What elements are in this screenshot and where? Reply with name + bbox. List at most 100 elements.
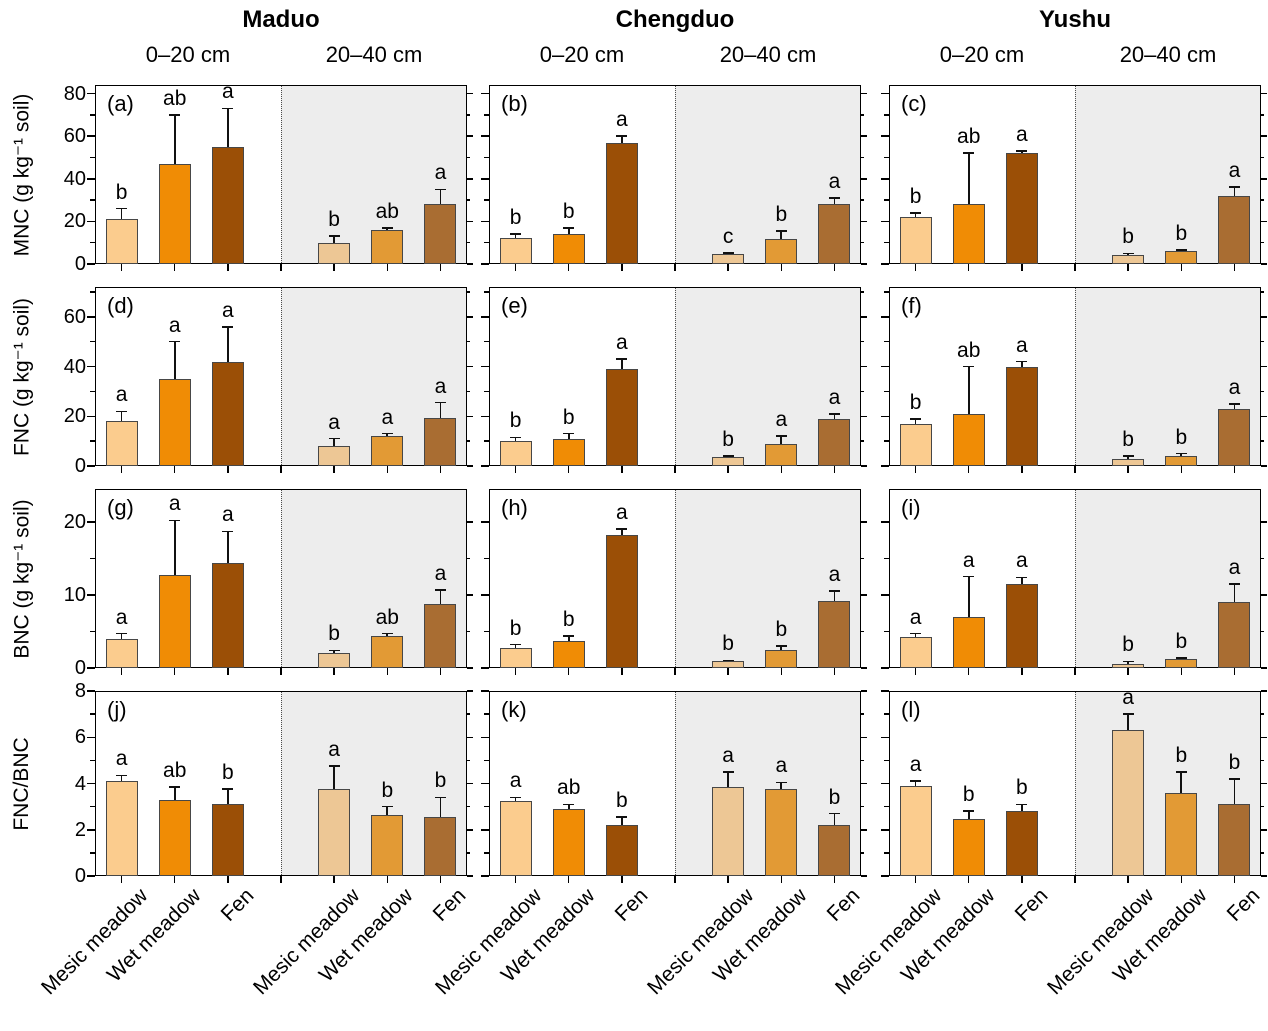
bar <box>552 234 585 264</box>
error-bar-cap <box>169 114 181 116</box>
significance-letter: ab <box>957 338 981 362</box>
error-bar-cap <box>563 803 575 806</box>
error-bar <box>1127 714 1129 731</box>
significance-letter: a <box>616 108 628 132</box>
error-bar-cap <box>563 226 575 229</box>
error-bar-cap <box>910 632 922 635</box>
bar <box>105 638 138 668</box>
y-tick-mark <box>881 736 889 738</box>
y-tick-mark <box>881 829 889 831</box>
y-tick-mark <box>884 805 889 808</box>
y-tick-mark <box>881 465 889 467</box>
error-bar-cap <box>328 649 340 652</box>
x-tick-mark <box>1233 668 1236 675</box>
x-tick-mark <box>1021 264 1023 271</box>
y-tick-mark <box>467 263 473 265</box>
bar <box>1112 458 1145 466</box>
x-tick-mark <box>914 668 917 675</box>
x-tick-mark <box>1127 668 1129 675</box>
bar <box>712 661 745 668</box>
error-bar <box>439 189 442 205</box>
bar <box>952 819 985 876</box>
y-tick-mark <box>1261 782 1267 785</box>
error-bar-cap <box>222 530 234 533</box>
significance-letter: a <box>1016 333 1028 357</box>
bar <box>318 446 351 466</box>
y-tick-mark <box>1261 690 1267 692</box>
y-tick-label: 4 <box>74 772 86 795</box>
error-bar-cap <box>381 805 393 808</box>
panel-letter: (g) <box>107 495 134 520</box>
bar <box>499 800 532 876</box>
x-tick-mark <box>514 466 517 473</box>
y-tick-mark <box>1261 440 1264 442</box>
x-tick-mark <box>1180 466 1183 473</box>
y-tick-mark <box>90 199 95 201</box>
y-tick-label: 6 <box>74 726 86 749</box>
x-tick-mark <box>914 876 917 883</box>
bar <box>899 636 932 668</box>
bar <box>499 647 532 668</box>
y-tick-mark <box>1261 263 1267 265</box>
x-category-label: Fen <box>1222 884 1265 926</box>
bar <box>371 229 404 264</box>
error-bar-cap <box>1122 660 1134 663</box>
significance-letter: b <box>562 405 575 429</box>
bar <box>371 635 404 668</box>
y-tick-mark <box>467 465 473 467</box>
x-tick-mark <box>173 668 176 675</box>
y-tick-mark <box>467 736 473 738</box>
significance-letter: a <box>115 605 128 629</box>
bar <box>371 814 404 876</box>
y-tick-mark <box>1261 630 1264 633</box>
error-bar-cap <box>722 252 734 254</box>
significance-letter: ab <box>375 605 399 629</box>
error-bar <box>1233 583 1236 603</box>
x-tick-mark <box>727 668 729 675</box>
y-tick-mark <box>467 199 470 201</box>
bar <box>318 789 351 876</box>
x-tick-mark <box>567 264 570 271</box>
y-tick-mark <box>484 199 489 201</box>
depth-divider <box>1075 692 1076 875</box>
y-axis-label: FNC/BNC <box>10 736 33 831</box>
error-bar-cap <box>616 358 628 360</box>
error-bar <box>567 635 570 641</box>
bar <box>552 808 585 876</box>
y-tick-label: 0 <box>74 253 86 275</box>
y-tick-mark <box>467 440 470 442</box>
y-tick-mark <box>467 557 470 560</box>
significance-letter: a <box>168 313 181 337</box>
y-tick-mark <box>90 557 95 560</box>
x-category-label: Wet meadow <box>1108 884 1212 987</box>
y-tick-mark <box>884 390 889 393</box>
error-bar <box>1021 151 1023 154</box>
y-tick-mark <box>467 316 473 318</box>
y-tick-mark <box>467 782 473 785</box>
y-tick-mark <box>884 241 889 244</box>
y-tick-mark <box>481 263 489 265</box>
x-tick-mark <box>967 876 970 883</box>
y-tick-mark <box>467 135 473 137</box>
panel: (g) <box>95 489 467 668</box>
x-category-label: Fen <box>822 884 865 926</box>
y-tick-label: 40 <box>63 167 86 190</box>
error-bar <box>1180 453 1183 457</box>
error-bar <box>386 433 389 437</box>
x-tick-mark <box>1180 668 1183 675</box>
y-tick-mark <box>90 114 95 116</box>
depth-group-label: 20–40 cm <box>719 42 817 67</box>
x-tick-mark <box>914 264 917 271</box>
significance-letter: b <box>509 616 522 640</box>
y-tick-label: 20 <box>63 405 86 428</box>
error-bar <box>333 236 335 243</box>
bar <box>499 238 532 264</box>
y-tick-mark <box>467 805 470 808</box>
y-tick-mark <box>861 875 867 877</box>
bar <box>105 421 138 466</box>
significance-letter: b <box>1175 630 1188 654</box>
significance-letter: a <box>828 169 841 193</box>
y-tick-mark <box>87 263 95 265</box>
y-tick-mark <box>467 630 470 633</box>
error-bar-cap <box>116 774 128 777</box>
